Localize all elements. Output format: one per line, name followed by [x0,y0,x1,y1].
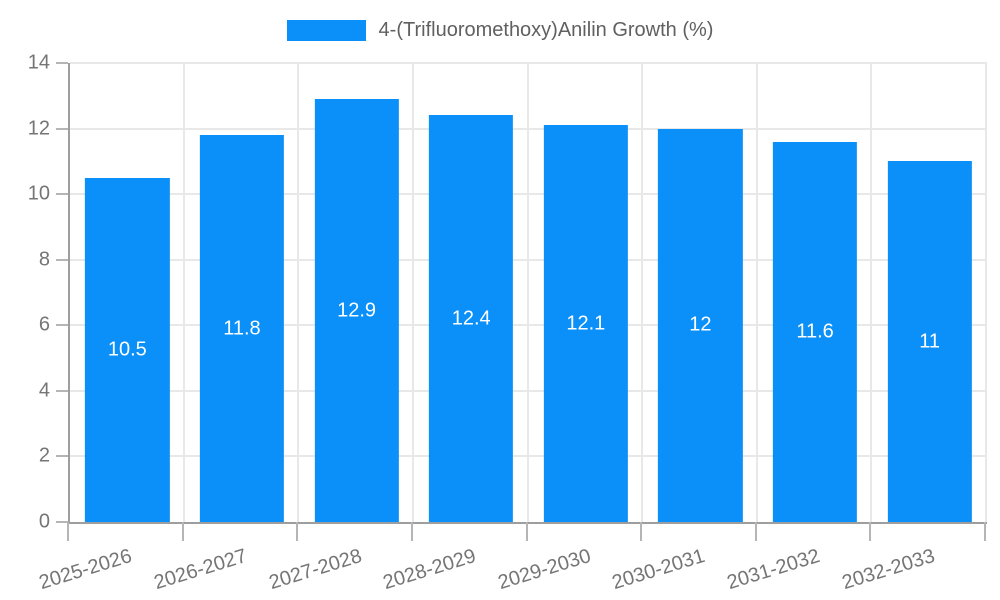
gridline-horizontal [70,455,987,458]
legend[interactable]: 4-(Trifluoromethoxy)Anilin Growth (%) [0,18,1000,42]
x-tick-mark [67,522,69,541]
bar-value-label: 12.1 [566,312,606,335]
y-tick-mark [56,127,68,130]
y-tick-mark [56,389,68,392]
bar-2028-2029[interactable]: 12.4 [429,115,514,522]
x-tick-mark [525,522,528,541]
x-tick-label-2027-2028: 2027-2028 [266,545,364,595]
x-tick-mark [754,522,757,541]
y-tick-mark [56,193,68,196]
x-tick-mark [984,522,986,541]
gridline-horizontal [70,127,987,130]
x-tick-label-2029-2030: 2029-2030 [495,545,594,595]
y-tick-mark [56,455,68,458]
x-tick-mark [869,522,872,541]
gridline-vertical [182,63,185,522]
y-tick-label: 12 [27,117,50,140]
x-tick-label-2030-2031: 2030-2031 [609,545,708,595]
y-tick-label: 8 [38,248,50,271]
gridline-horizontal [70,324,987,327]
bar-2031-2032[interactable]: 11.6 [772,141,858,522]
bar-2027-2028[interactable]: 12.9 [314,99,399,522]
y-tick-label: 14 [27,51,50,74]
bar-value-label: 10.5 [107,338,147,361]
plot-area: 10.5 11.8 12.9 12.4 12.1 12 11.6 11 [68,62,987,524]
x-tick-label-2025-2026: 2025-2026 [36,545,135,595]
y-tick-label: 2 [38,444,50,467]
y-tick-mark [56,62,68,64]
y-tick-mark [56,521,68,523]
y-tick-label: 0 [38,510,50,533]
bar-value-label: 12.4 [451,307,491,330]
gridline-horizontal [70,389,987,392]
bar-value-label: 11.8 [223,317,261,340]
y-tick-label: 4 [38,379,50,402]
legend-label: 4-(Trifluoromethoxy)Anilin Growth (%) [378,19,714,41]
legend-swatch [286,19,366,41]
bar-value-label: 11 [919,330,941,353]
x-tick-label-2031-2032: 2031-2032 [724,545,823,595]
x-tick-label-2026-2027: 2026-2027 [151,545,250,595]
gridline-vertical [985,63,987,522]
x-tick-mark [640,522,643,541]
bar-value-label: 12.9 [337,299,377,322]
y-tick-label: 6 [38,313,50,336]
bar-value-label: 11.6 [796,320,834,343]
bar-2026-2027[interactable]: 11.8 [199,135,285,522]
x-tick-mark [410,522,413,541]
gridline-horizontal [70,193,987,196]
x-tick-mark [181,522,184,541]
bar-2032-2033[interactable]: 11 [887,161,972,522]
gridline-vertical [297,63,300,522]
gridline-vertical [526,63,529,522]
gridline-horizontal [70,62,987,64]
gridline-vertical [755,63,758,522]
y-tick-mark [56,324,68,327]
bar-2025-2026[interactable]: 10.5 [85,177,170,522]
x-tick-label-2028-2029: 2028-2029 [380,545,479,595]
x-tick-mark [296,522,299,541]
y-tick-mark [56,258,68,261]
gridline-vertical [870,63,873,522]
gridline-horizontal [70,258,987,261]
gridline-vertical [641,63,644,522]
y-tick-label: 10 [27,182,50,205]
gridline-vertical [411,63,414,522]
bar-2030-2031[interactable]: 12 [658,128,743,522]
bar-2029-2030[interactable]: 12.1 [543,125,628,522]
x-tick-label-2032-2033: 2032-2033 [839,545,938,595]
bar-value-label: 12 [689,313,712,336]
